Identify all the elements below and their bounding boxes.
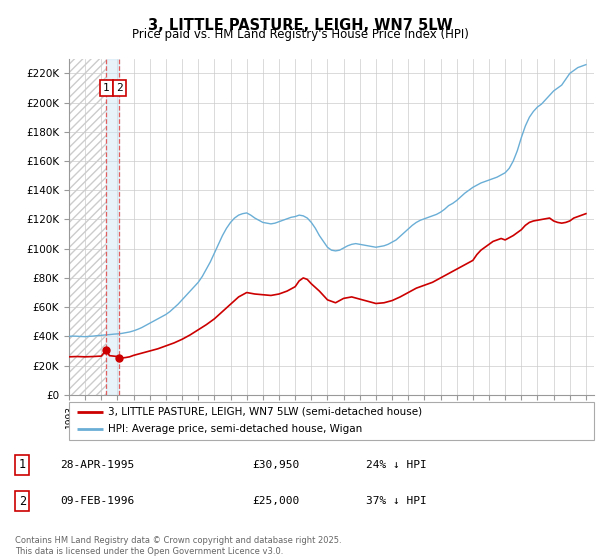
Text: 37% ↓ HPI: 37% ↓ HPI bbox=[366, 496, 427, 506]
Text: 28-APR-1995: 28-APR-1995 bbox=[60, 460, 134, 470]
Text: 1: 1 bbox=[103, 83, 110, 93]
Text: £30,950: £30,950 bbox=[252, 460, 299, 470]
Text: 2: 2 bbox=[19, 494, 26, 508]
Text: 3, LITTLE PASTURE, LEIGH, WN7 5LW: 3, LITTLE PASTURE, LEIGH, WN7 5LW bbox=[148, 18, 452, 33]
Text: £25,000: £25,000 bbox=[252, 496, 299, 506]
Text: 2: 2 bbox=[116, 83, 123, 93]
Text: Price paid vs. HM Land Registry's House Price Index (HPI): Price paid vs. HM Land Registry's House … bbox=[131, 28, 469, 41]
Bar bbox=[106, 59, 119, 395]
Text: 09-FEB-1996: 09-FEB-1996 bbox=[60, 496, 134, 506]
Text: Contains HM Land Registry data © Crown copyright and database right 2025.
This d: Contains HM Land Registry data © Crown c… bbox=[15, 536, 341, 556]
Text: HPI: Average price, semi-detached house, Wigan: HPI: Average price, semi-detached house,… bbox=[109, 424, 362, 435]
Text: 3, LITTLE PASTURE, LEIGH, WN7 5LW (semi-detached house): 3, LITTLE PASTURE, LEIGH, WN7 5LW (semi-… bbox=[109, 407, 422, 417]
Text: 24% ↓ HPI: 24% ↓ HPI bbox=[366, 460, 427, 470]
Text: 1: 1 bbox=[19, 458, 26, 472]
